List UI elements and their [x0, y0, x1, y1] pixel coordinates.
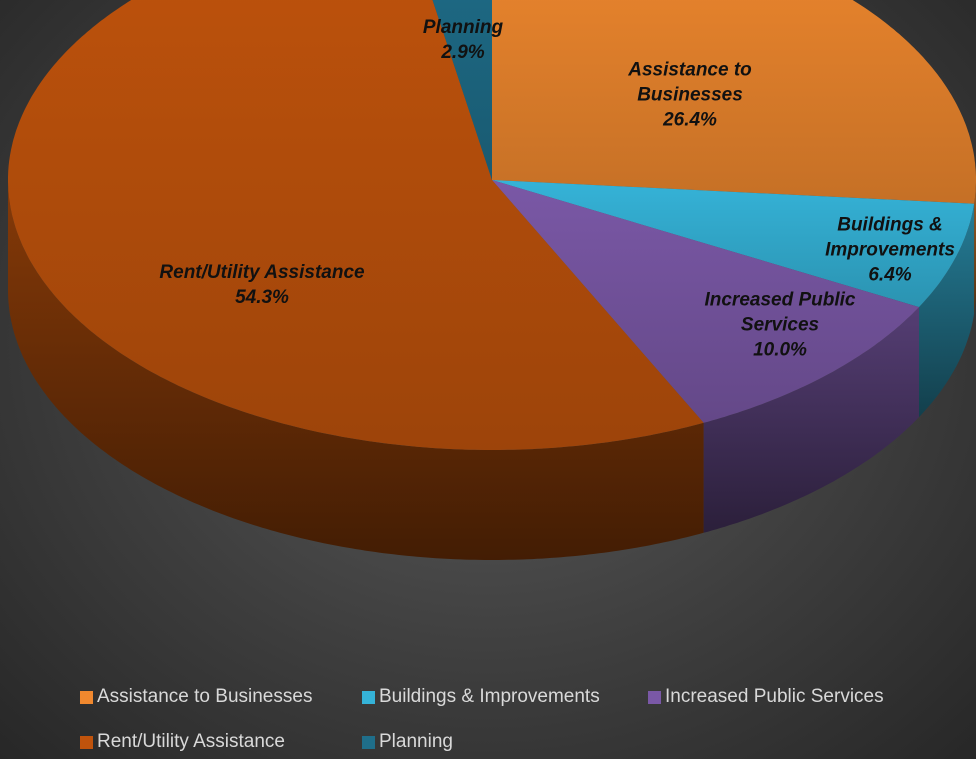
data-label-name: Rent/Utility Assistance: [159, 262, 365, 283]
legend-item: Increased Public Services: [648, 686, 884, 708]
legend-swatch: [362, 690, 375, 704]
legend-label: Planning: [379, 731, 453, 752]
legend-item: Rent/Utility Assistance: [80, 731, 285, 753]
data-label-name: Increased Public Services: [704, 289, 856, 336]
legend-label: Assistance to Businesses: [97, 686, 313, 707]
data-label: Assistance to Businesses 26.4%: [595, 58, 785, 133]
legend-swatch: [648, 690, 661, 704]
data-label-name: Assistance to Businesses: [628, 59, 752, 106]
pie-slice-side: [919, 203, 975, 418]
data-label: Planning 2.9%: [403, 15, 523, 65]
data-label: Rent/Utility Assistance 54.3%: [132, 260, 392, 310]
data-label-value: 54.3%: [235, 287, 289, 308]
data-label-value: 10.0%: [753, 339, 807, 361]
legend-item: Assistance to Businesses: [80, 686, 312, 708]
data-label: Increased Public Services 10.0%: [685, 288, 875, 363]
legend-swatch: [80, 735, 93, 749]
pie-slice-side: [703, 307, 919, 533]
legend-item: Buildings & Improvements: [362, 686, 600, 708]
legend-item: Planning: [362, 731, 453, 753]
data-label-value: 26.4%: [663, 109, 717, 131]
pie-slice: [492, 180, 975, 308]
pie-slice: [492, 180, 919, 423]
legend-label: Increased Public Services: [665, 686, 884, 707]
legend-swatch: [362, 735, 375, 749]
legend-swatch: [80, 690, 93, 704]
data-label-name: Planning: [422, 17, 504, 38]
pie-slice: [8, 0, 704, 450]
legend-label: Rent/Utility Assistance: [97, 731, 285, 752]
data-label: Buildings & Improvements 6.4%: [805, 213, 975, 288]
data-label-value: 6.4%: [868, 264, 912, 286]
pie-slice: [432, 0, 492, 180]
data-label-value: 2.9%: [441, 42, 485, 63]
pie-slice: [492, 0, 976, 204]
pie-slice-side: [8, 180, 704, 560]
data-label-name: Buildings & Improvements: [825, 214, 955, 261]
legend-label: Buildings & Improvements: [379, 686, 600, 707]
